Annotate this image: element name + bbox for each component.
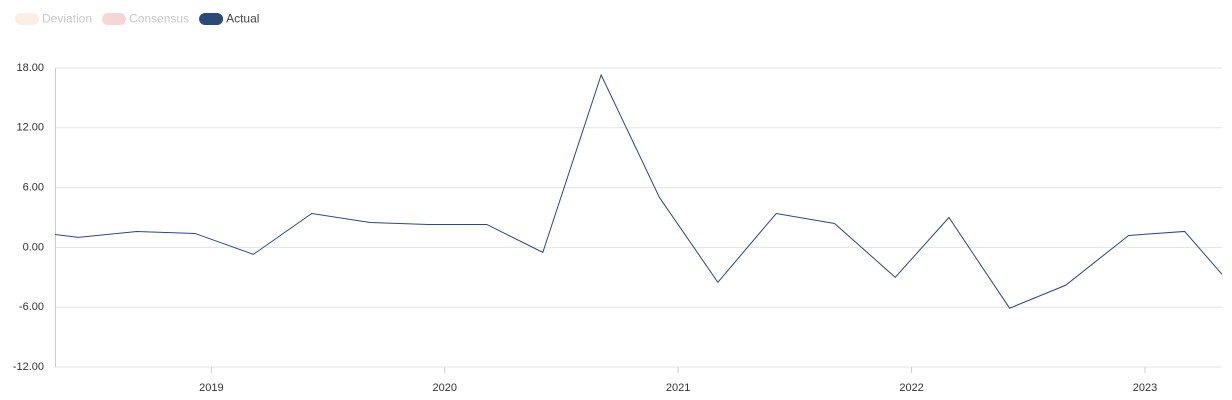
legend-swatch[interactable] xyxy=(15,13,39,25)
y-tick-label: -12.00 xyxy=(13,361,44,373)
y-tick-label: 12.00 xyxy=(16,122,44,134)
legend-label[interactable]: Consensus xyxy=(129,12,189,26)
legend-label[interactable]: Deviation xyxy=(42,12,92,26)
y-tick-label: 6.00 xyxy=(23,182,44,194)
data-line xyxy=(54,73,1223,309)
y-tick-label: 0.00 xyxy=(23,241,44,253)
legend-swatch[interactable] xyxy=(199,13,224,25)
x-tick-label: 2021 xyxy=(666,382,690,394)
x-tick-label: 2019 xyxy=(199,382,223,394)
x-tick-label: 2020 xyxy=(433,382,457,394)
legend-swatch[interactable] xyxy=(102,13,127,25)
y-tick-label: 18.00 xyxy=(16,62,44,74)
legend-label[interactable]: Actual xyxy=(226,12,259,26)
x-tick-label: 2023 xyxy=(1133,382,1157,394)
x-tick-label: 2022 xyxy=(899,382,923,394)
y-tick-label: -6.00 xyxy=(19,301,44,313)
